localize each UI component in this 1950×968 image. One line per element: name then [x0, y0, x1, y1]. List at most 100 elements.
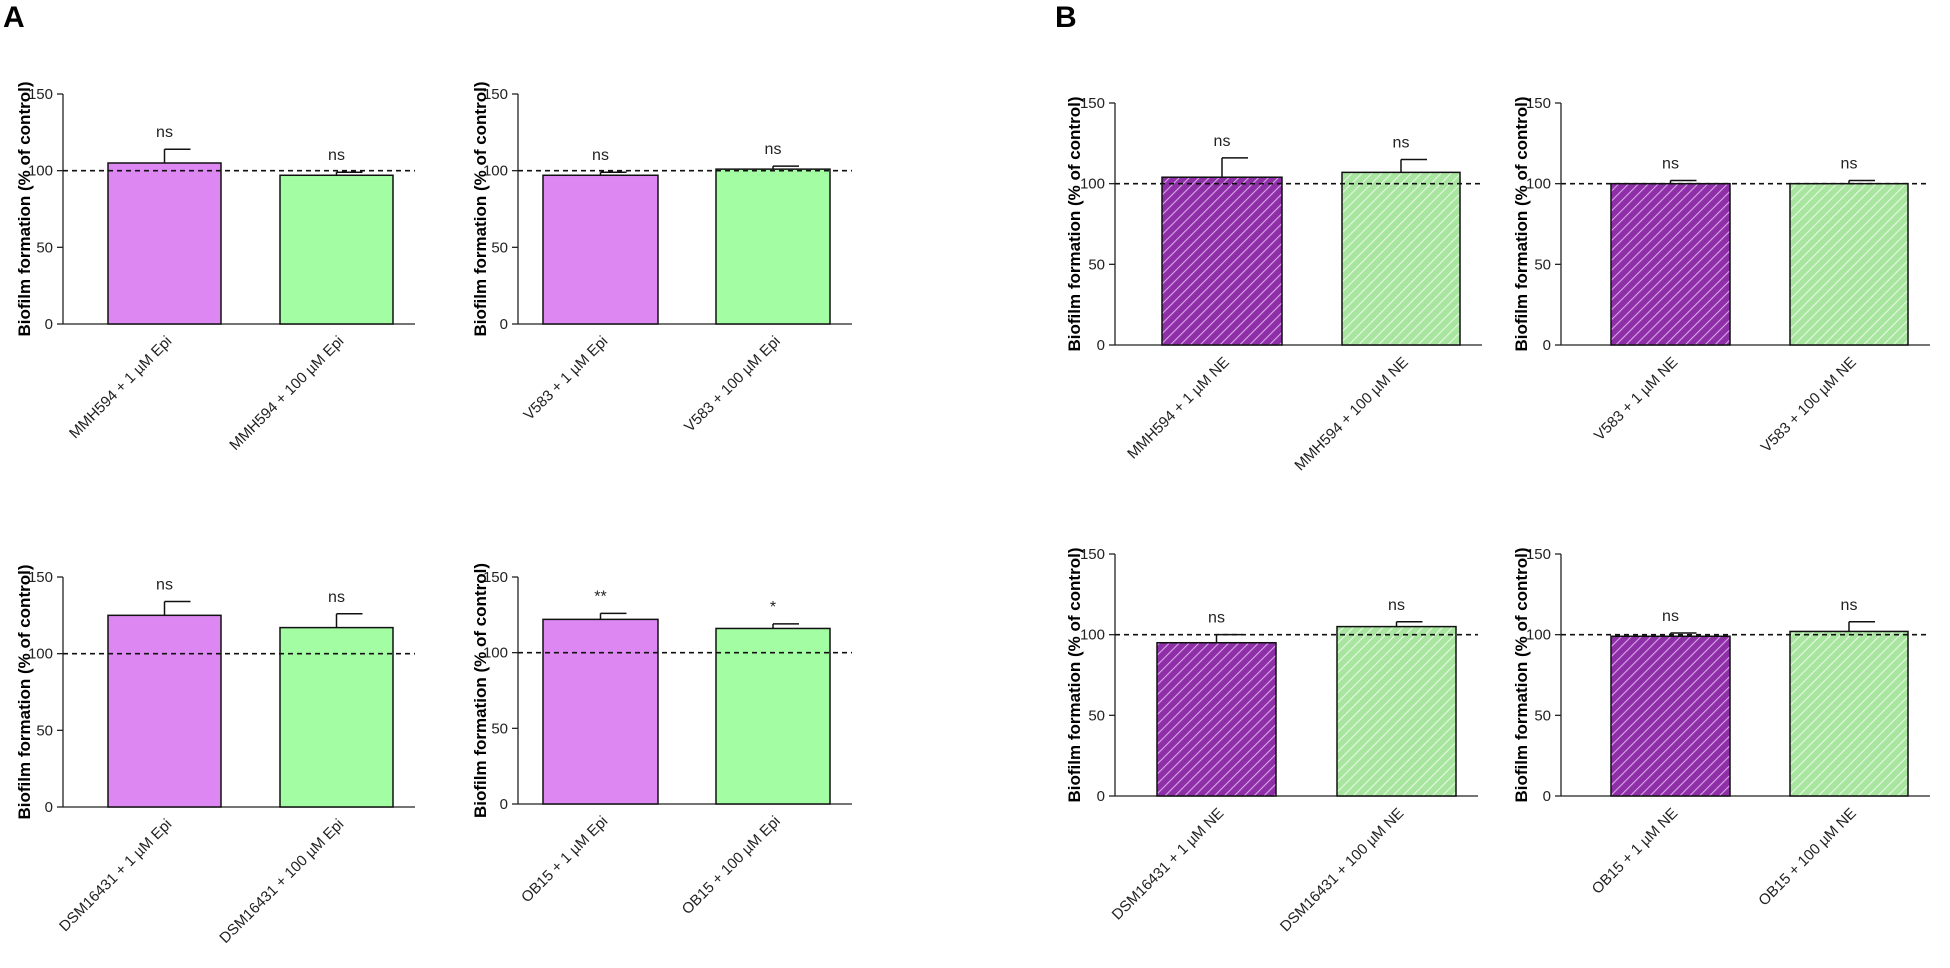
y-tick-label: 0 — [500, 316, 508, 333]
significance-label: ns — [1214, 133, 1231, 150]
category-label: MMH594 + 100 µM Epi — [226, 333, 347, 454]
significance-label: ns — [1841, 155, 1858, 172]
category-label: DSM16431 + 100 µM NE — [1277, 805, 1407, 935]
category-label: V583 + 100 µM NE — [1758, 354, 1860, 456]
significance-label: * — [770, 599, 776, 616]
category-label: DSM16431 + 100 µM Epi — [216, 816, 347, 947]
bar — [1610, 182, 1731, 346]
bar — [1161, 176, 1283, 346]
y-tick-label: 0 — [500, 796, 508, 813]
category-label: V583 + 1 µM NE — [1591, 354, 1681, 444]
bar — [715, 168, 831, 325]
bar — [542, 174, 659, 325]
bar — [279, 174, 394, 325]
y-tick-label: 0 — [1097, 788, 1105, 805]
y-tick-label: 100 — [1526, 176, 1551, 193]
category-label: DSM16431 + 1 µM Epi — [56, 816, 175, 935]
y-tick-label: 50 — [491, 720, 508, 737]
bar — [107, 614, 222, 808]
y-axis-label: Biofilm formation (% of control) — [15, 565, 34, 820]
bar — [1789, 182, 1909, 346]
category-label: OB15 + 1 µM NE — [1589, 805, 1682, 898]
significance-label: ns — [328, 589, 345, 606]
bar — [1336, 625, 1457, 797]
bar — [1789, 630, 1909, 797]
significance-label: ns — [1662, 155, 1679, 172]
y-tick-label: 0 — [1543, 337, 1551, 354]
significance-label: ns — [156, 124, 173, 141]
category-label: V583 + 1 µM Epi — [520, 333, 611, 424]
y-tick-label: 0 — [1097, 337, 1105, 354]
bar — [1610, 635, 1731, 797]
significance-label: ns — [156, 577, 173, 594]
panel-letter-a: A — [3, 1, 25, 34]
bar — [1341, 171, 1461, 346]
y-tick-label: 150 — [483, 86, 508, 103]
y-tick-label: 50 — [1088, 256, 1105, 273]
y-tick-label: 150 — [28, 86, 53, 103]
y-tick-label: 50 — [36, 239, 53, 256]
y-tick-label: 150 — [1080, 546, 1105, 563]
y-tick-label: 0 — [1543, 788, 1551, 805]
y-axis-label: Biofilm formation (% of control) — [1065, 97, 1084, 352]
y-tick-label: 150 — [483, 569, 508, 586]
significance-label: ns — [1208, 610, 1225, 627]
significance-label: ns — [1662, 608, 1679, 625]
y-tick-label: 150 — [1526, 95, 1551, 112]
y-tick-label: 150 — [1080, 95, 1105, 112]
bar — [715, 627, 831, 805]
y-tick-label: 100 — [28, 163, 53, 180]
significance-label: ns — [592, 147, 609, 164]
significance-label: ns — [328, 147, 345, 164]
y-tick-label: 50 — [1534, 707, 1551, 724]
bar — [107, 162, 222, 325]
category-label: MMH594 + 1 µM Epi — [66, 333, 175, 442]
category-label: MMH594 + 100 µM NE — [1291, 354, 1411, 474]
significance-label: ns — [1393, 134, 1410, 151]
y-tick-label: 100 — [1080, 176, 1105, 193]
y-tick-label: 100 — [1526, 627, 1551, 644]
y-tick-label: 100 — [1080, 627, 1105, 644]
category-label: V583 + 100 µM Epi — [681, 333, 784, 436]
bar — [542, 618, 659, 805]
y-tick-label: 100 — [28, 646, 53, 663]
category-label: OB15 + 100 µM NE — [1755, 805, 1860, 910]
significance-label: ns — [1841, 597, 1858, 614]
bar — [1156, 641, 1277, 797]
category-label: DSM16431 + 1 µM NE — [1109, 805, 1228, 924]
y-tick-label: 0 — [45, 316, 53, 333]
y-tick-label: 100 — [483, 163, 508, 180]
y-axis-label: Biofilm formation (% of control) — [1512, 548, 1531, 803]
y-tick-label: 50 — [1534, 256, 1551, 273]
y-tick-label: 0 — [45, 799, 53, 816]
y-tick-label: 50 — [1088, 707, 1105, 724]
panel-letter-b: B — [1055, 1, 1077, 34]
y-axis-label: Biofilm formation (% of control) — [1065, 548, 1084, 803]
bar — [279, 626, 394, 808]
category-label: OB15 + 100 µM Epi — [679, 813, 784, 918]
y-axis-label: Biofilm formation (% of control) — [471, 563, 490, 818]
y-axis-label: Biofilm formation (% of control) — [1512, 97, 1531, 352]
y-tick-label: 150 — [28, 569, 53, 586]
y-tick-label: 100 — [483, 645, 508, 662]
category-label: MMH594 + 1 µM NE — [1124, 354, 1233, 463]
y-tick-label: 150 — [1526, 546, 1551, 563]
y-tick-label: 50 — [36, 722, 53, 739]
y-axis-label: Biofilm formation (% of control) — [471, 82, 490, 337]
significance-label: ns — [765, 141, 782, 158]
significance-label: ** — [594, 588, 606, 605]
y-axis-label: Biofilm formation (% of control) — [15, 82, 34, 337]
significance-label: ns — [1388, 597, 1405, 614]
y-tick-label: 50 — [491, 239, 508, 256]
category-label: OB15 + 1 µM Epi — [518, 813, 611, 906]
